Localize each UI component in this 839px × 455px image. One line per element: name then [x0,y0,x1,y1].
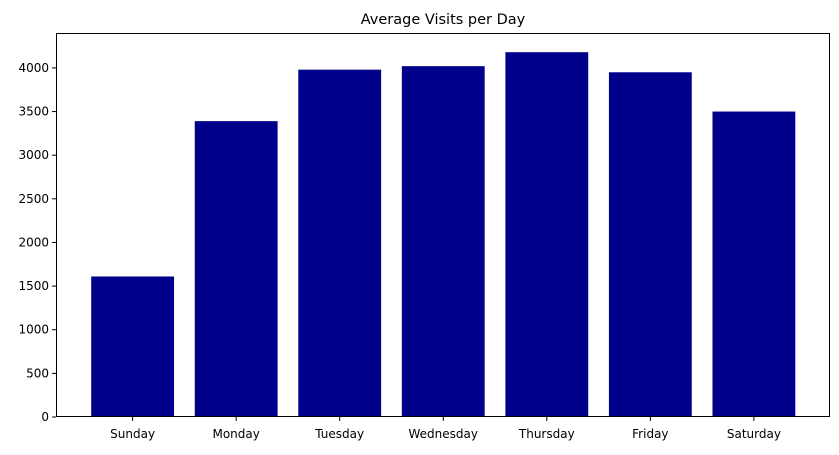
bar-friday [608,72,692,417]
y-tick-label: 3000 [18,148,49,162]
x-tick-label: Wednesday [409,427,478,441]
bar-thursday [505,52,589,417]
bar-wednesday [401,66,485,417]
y-axis: 0 500 1000 1500 2000 2500 3000 3500 4000 [18,61,56,424]
bar-sunday [91,276,175,417]
chart-title: Average Visits per Day [361,12,526,28]
y-tick-label: 2000 [18,235,49,249]
y-tick-label: 4000 [18,61,49,75]
bar-monday [194,121,278,418]
y-tick-label: 2500 [18,192,49,206]
x-tick-label: Thursday [518,427,575,441]
x-tick-label: Saturday [727,427,781,441]
y-tick-label: 1000 [18,323,49,337]
x-axis: Sunday Monday Tuesday Wednesday Thursday Frid… [110,417,781,441]
y-tick-label: 1500 [18,279,49,293]
y-tick-label: 3500 [18,105,49,119]
x-tick-label: Friday [632,427,668,441]
bars-layer [91,52,796,418]
plot-frame [56,33,830,417]
bar-saturday [712,111,796,417]
y-tick-label: 500 [26,366,49,380]
y-tick-label: 0 [41,410,49,424]
x-tick-label: Monday [212,427,259,441]
x-tick-label: Sunday [110,427,155,441]
bar-tuesday [298,69,382,418]
x-tick-label: Tuesday [314,427,364,441]
